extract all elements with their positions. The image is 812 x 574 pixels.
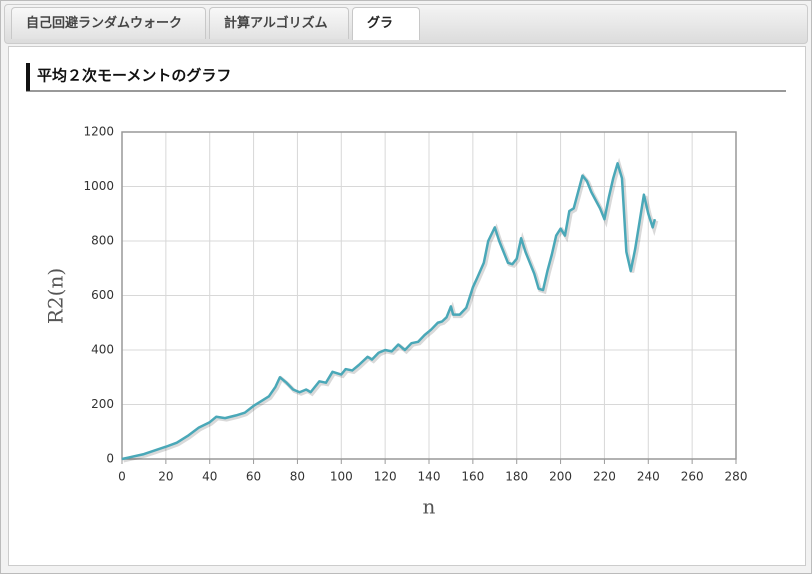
plot-frame (121, 131, 737, 460)
x-tick-label: 140 (418, 470, 441, 484)
x-tick-label: 100 (330, 470, 353, 484)
x-axis-label: n (423, 495, 436, 519)
x-tick-label: 280 (725, 470, 748, 484)
x-tick-label: 20 (158, 470, 173, 484)
x-tick-label: 200 (549, 470, 572, 484)
tab[interactable]: 自己回避ランダムウォーク (11, 7, 206, 39)
x-tick-label: 240 (637, 470, 660, 484)
x-tick-label: 60 (246, 470, 261, 484)
tab[interactable]: 計算アルゴリズム (209, 7, 349, 39)
x-tick-label: 0 (118, 470, 126, 484)
y-tick-label: 1200 (83, 125, 114, 139)
y-axis-label: R2(n) (44, 268, 68, 324)
line-shadow (123, 157, 659, 463)
heading-marker (26, 63, 30, 91)
x-tick-label: 180 (505, 470, 528, 484)
y-tick-label: 400 (91, 343, 114, 357)
x-tick-label: 40 (202, 470, 217, 484)
x-tick-label: 260 (681, 470, 704, 484)
heading: 平均２次モーメントのグラフ (37, 67, 231, 85)
y-tick-label: 600 (91, 288, 114, 302)
y-tick-label: 1000 (83, 179, 114, 193)
x-tick-label: 220 (593, 470, 616, 484)
line (121, 162, 657, 461)
x-tick-label: 160 (461, 470, 484, 484)
x-tick-label: 80 (290, 470, 305, 484)
y-tick-label: 0 (106, 452, 114, 466)
x-tick-label: 120 (374, 470, 397, 484)
y-tick-label: 200 (91, 397, 114, 411)
y-tick-label: 800 (91, 234, 114, 248)
